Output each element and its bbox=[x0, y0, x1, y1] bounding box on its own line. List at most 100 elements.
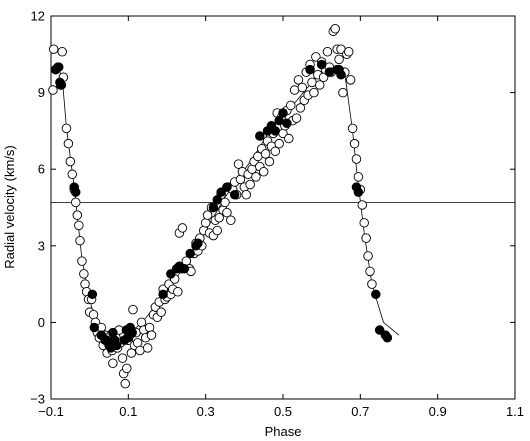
open-data-point bbox=[70, 197, 81, 208]
open-data-point bbox=[363, 251, 373, 261]
open-data-point bbox=[146, 330, 157, 340]
open-data-point bbox=[212, 225, 223, 236]
open-data-point bbox=[72, 210, 83, 220]
x-tick-label: 0.3 bbox=[197, 404, 215, 419]
open-data-point bbox=[345, 75, 356, 85]
filled-data-point bbox=[87, 289, 98, 300]
open-data-point bbox=[63, 138, 74, 149]
open-data-point bbox=[251, 172, 261, 182]
open-data-point bbox=[293, 75, 304, 85]
open-data-point bbox=[285, 100, 296, 111]
open-data-point bbox=[284, 133, 294, 144]
open-data-point bbox=[274, 138, 284, 149]
open-data-point bbox=[314, 80, 325, 90]
open-data-point bbox=[343, 46, 354, 57]
open-data-point bbox=[264, 156, 275, 167]
open-data-point bbox=[144, 322, 155, 333]
y-tick-label: 3 bbox=[38, 238, 45, 253]
filled-data-point bbox=[179, 264, 190, 274]
open-data-point bbox=[122, 363, 132, 374]
y-axis-title: Radial velocity (km/s) bbox=[2, 145, 17, 269]
open-data-point bbox=[173, 287, 183, 297]
open-data-point bbox=[297, 82, 308, 93]
filled-data-point bbox=[127, 327, 137, 338]
open-data-point bbox=[260, 149, 271, 159]
open-data-point bbox=[367, 279, 377, 289]
filled-data-point bbox=[193, 238, 203, 248]
filled-data-point bbox=[185, 248, 195, 259]
open-data-point bbox=[75, 235, 85, 246]
open-data-point bbox=[365, 266, 375, 277]
x-tick-label: 0.7 bbox=[351, 404, 369, 419]
open-data-point bbox=[334, 54, 344, 65]
open-data-point bbox=[349, 138, 360, 149]
filled-data-point bbox=[255, 131, 265, 141]
open-data-point bbox=[330, 24, 340, 34]
open-data-point bbox=[322, 46, 333, 57]
open-data-point bbox=[77, 256, 87, 266]
filled-data-point bbox=[222, 182, 232, 192]
y-tick-label: 12 bbox=[31, 9, 45, 24]
open-data-point bbox=[61, 123, 72, 134]
open-data-point bbox=[48, 85, 58, 95]
open-data-point bbox=[108, 358, 118, 369]
filled-data-point bbox=[336, 69, 346, 80]
open-data-point bbox=[156, 307, 166, 317]
open-data-point bbox=[241, 189, 252, 200]
open-data-point bbox=[202, 210, 213, 220]
open-data-point bbox=[200, 218, 211, 228]
open-data-point bbox=[347, 123, 358, 134]
open-data-point bbox=[80, 279, 90, 289]
filled-data-point bbox=[305, 64, 315, 75]
x-tick-label: 0.9 bbox=[429, 404, 447, 419]
open-data-point bbox=[245, 179, 255, 190]
open-data-point bbox=[67, 169, 78, 180]
open-data-point bbox=[309, 87, 319, 98]
y-tick-label: 0 bbox=[38, 315, 45, 330]
filled-data-point bbox=[89, 322, 100, 333]
open-data-point bbox=[351, 154, 362, 164]
open-data-point bbox=[57, 46, 67, 57]
open-data-point bbox=[88, 309, 99, 320]
filled-data-point bbox=[278, 108, 288, 118]
open-data-point bbox=[291, 113, 302, 123]
y-tick-label: 9 bbox=[38, 85, 45, 100]
filled-data-point bbox=[53, 62, 63, 72]
filled-data-point bbox=[111, 340, 122, 351]
open-data-point bbox=[214, 212, 224, 223]
x-tick-label: −0.1 bbox=[38, 404, 64, 419]
open-data-point bbox=[359, 218, 369, 228]
open-data-point bbox=[258, 167, 269, 177]
open-data-point bbox=[270, 146, 281, 157]
filled-data-point bbox=[70, 187, 81, 197]
open-data-point bbox=[361, 233, 371, 243]
open-data-point bbox=[295, 103, 306, 113]
filled-data-point bbox=[56, 80, 67, 90]
filled-data-point bbox=[270, 126, 281, 136]
open-data-point bbox=[65, 156, 76, 167]
open-data-point bbox=[338, 87, 348, 98]
y-tick-label: −3 bbox=[30, 392, 45, 407]
filled-data-point bbox=[229, 189, 240, 200]
y-tick-label: 6 bbox=[38, 162, 45, 177]
open-data-point bbox=[353, 172, 364, 182]
open-data-point bbox=[79, 269, 89, 279]
filled-data-point bbox=[212, 195, 223, 205]
filled-data-point bbox=[382, 332, 393, 343]
x-axis-title: Phase bbox=[265, 424, 302, 439]
axis-ticks bbox=[50, 15, 516, 400]
filled-data-point bbox=[282, 118, 292, 128]
open-data-point bbox=[233, 159, 244, 169]
x-tick-label: 0.1 bbox=[119, 404, 137, 419]
open-data-point bbox=[177, 223, 188, 233]
axis-tick-labels: −0.1 0.1 0.3 0.5 0.7 0.9 1.1 −3 0 3 6 9 12 bbox=[30, 9, 524, 420]
filled-data-point bbox=[316, 59, 327, 70]
open-data-point bbox=[222, 207, 232, 218]
open-data-point bbox=[120, 378, 130, 389]
open-data-point bbox=[74, 220, 84, 231]
filled-data-point bbox=[158, 289, 168, 300]
filled-data-point bbox=[371, 289, 381, 300]
open-data-point bbox=[142, 343, 153, 353]
open-data-point bbox=[357, 200, 368, 210]
